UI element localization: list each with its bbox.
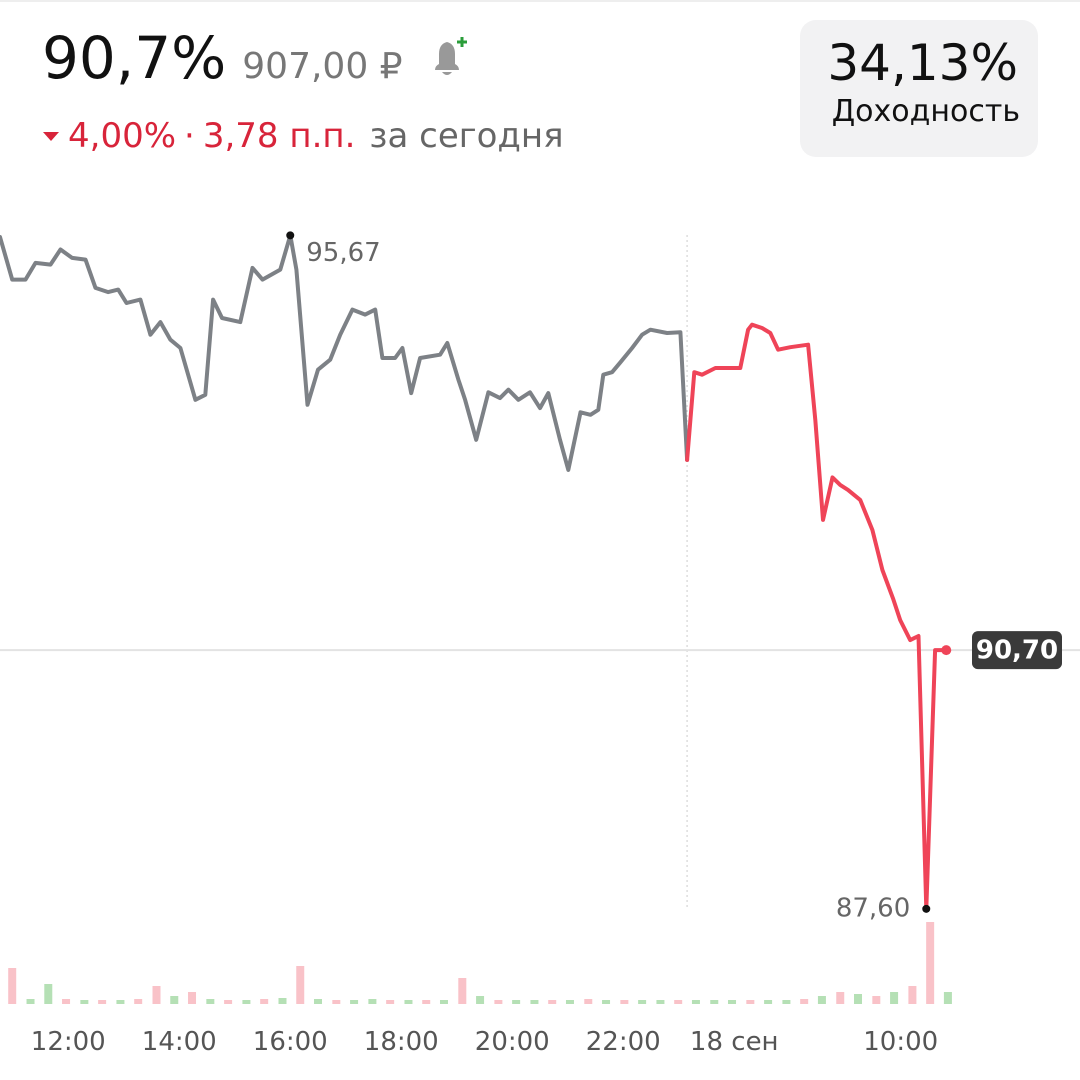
yield-label: Доходность [831,94,1020,129]
volume-bar [656,1000,665,1004]
volume-bar [116,1000,125,1004]
volume-bar [439,1000,448,1004]
volume-bar [458,978,467,1004]
change-points: 3,78 п.п. [202,116,356,156]
volume-bar [476,996,485,1004]
volume-bar [224,1000,233,1004]
volume-bar [602,1000,611,1004]
volume-bar [80,1000,89,1004]
x-tick-label: 12:00 [31,1027,106,1057]
volume-bar [386,1000,395,1004]
volume-bar [908,986,917,1004]
extreme-dot [922,904,931,913]
price-badge-label: 90,70 [976,636,1058,666]
price-rub: 907,00 ₽ [242,46,403,87]
x-tick-label: 18:00 [364,1027,439,1057]
volume-bar [836,992,845,1004]
volume-bar [62,999,71,1004]
volume-bar [350,1000,359,1004]
volume-bar [404,1000,413,1004]
alert-bell[interactable] [427,34,471,78]
volume-bar [800,999,809,1004]
x-tick-label: 16:00 [253,1027,328,1057]
volume-bar [746,1000,755,1004]
volume-bar [278,998,287,1004]
volume-bar [170,996,179,1004]
volume-bar [368,999,377,1004]
volume-bar [152,986,161,1004]
volume-bar [764,1000,773,1004]
volume-bar [854,994,863,1004]
volume-bar [926,922,935,1004]
volume-bar [584,999,593,1004]
price-line-series [685,322,949,911]
price-badge [972,631,1062,670]
volume-bar [565,1000,574,1004]
volume-bar [26,999,35,1004]
x-tick-label: 20:00 [475,1027,550,1057]
volume-bar [188,992,197,1004]
volume-bar [98,1000,107,1004]
x-tick-label: 22:00 [586,1027,661,1057]
x-tick-label: 10:00 [863,1027,938,1057]
volume-bar [782,1000,791,1004]
volume-bar [638,1000,647,1004]
volume-bar [943,992,952,1004]
volume-bar [691,1000,700,1004]
volume-bar [674,1000,683,1004]
volume-bar [44,984,53,1004]
down-triangle [43,132,59,141]
volume-bar [134,999,143,1004]
change-period: за сегодня [369,116,564,156]
change-row: 4,00% · 3,78 п.п. за сегодня [40,116,564,156]
extreme-dot [286,231,295,240]
x-tick-label: 18 сен [690,1027,779,1057]
volume-bar [817,996,826,1004]
volume-bar [422,1000,431,1004]
extreme-label: 87,60 [836,893,910,923]
separator: · [184,116,195,156]
volume-bar [494,1000,503,1004]
last-dot [941,645,952,656]
volume-bar [296,966,305,1004]
volume-bar [710,1000,719,1004]
volume-bar [206,999,215,1004]
price-percent: 90,7% [42,24,227,92]
volume-bar [8,968,17,1004]
volume-bar [530,1000,539,1004]
change-percent: 4,00% [68,116,177,156]
volume-bar [890,992,899,1004]
volume-bar [548,1000,557,1004]
extreme-label: 95,67 [306,238,380,268]
x-tick-label: 14:00 [142,1027,217,1057]
volume-bar [260,999,269,1004]
yield-value: 34,13% [827,34,1018,92]
volume-bar [332,1000,341,1004]
price-line-series [0,233,690,472]
price-row: 90,7% 907,00 ₽ [42,24,471,92]
volume-bar [314,999,323,1004]
volume-bar [242,1000,251,1004]
volume-bar [512,1000,521,1004]
volume-bar [620,1000,629,1004]
volume-bar [872,996,881,1004]
volume-bar [728,1000,737,1004]
yield-box[interactable]: 34,13% Доходность [800,20,1038,157]
